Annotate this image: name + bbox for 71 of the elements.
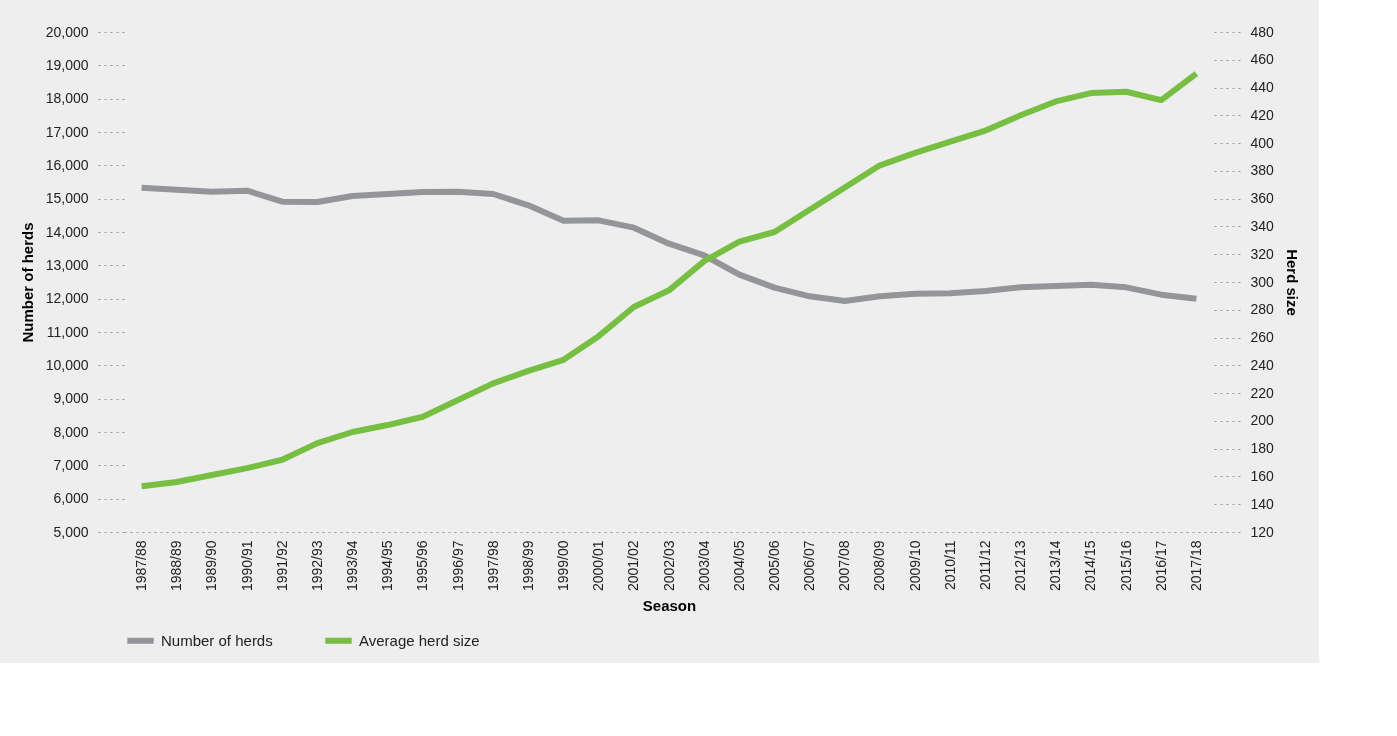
y2-tick-label: 420 bbox=[1250, 106, 1275, 123]
y2-tick-label: 160 bbox=[1250, 467, 1275, 484]
x-tick-label: 1993/94 bbox=[344, 540, 361, 592]
x-tick-label: 2013/14 bbox=[1047, 540, 1064, 592]
y-axis-title: Number of herds bbox=[18, 222, 36, 343]
y2-tick-label: 460 bbox=[1250, 51, 1275, 68]
y-tick-label: 11,000 bbox=[46, 323, 89, 340]
legend-label: Number of herds bbox=[161, 631, 273, 649]
y2-tick-label: 440 bbox=[1250, 79, 1275, 96]
x-tick-label: 1990/91 bbox=[238, 540, 255, 592]
x-tick-label: 2004/05 bbox=[730, 540, 747, 592]
x-tick-label: 2010/11 bbox=[941, 540, 958, 591]
y-tick-label: 10,000 bbox=[45, 356, 89, 373]
y2-tick-label: 340 bbox=[1250, 217, 1275, 234]
x-tick-label: 1998/99 bbox=[519, 540, 536, 592]
x-tick-label: 2009/10 bbox=[906, 540, 923, 592]
y-tick-label: 5,000 bbox=[53, 523, 89, 540]
y-tick-label: 20,000 bbox=[45, 23, 89, 40]
y-tick-label: 19,000 bbox=[45, 56, 89, 73]
y2-tick-label: 220 bbox=[1250, 384, 1275, 401]
y2-axis-title: Herd size bbox=[1283, 249, 1301, 316]
x-tick-label: 2003/04 bbox=[695, 540, 712, 592]
x-tick-label: 1994/95 bbox=[379, 540, 396, 592]
y2-tick-label: 180 bbox=[1250, 440, 1275, 457]
x-tick-label: 1996/97 bbox=[449, 540, 466, 592]
x-tick-label: 2014/15 bbox=[1082, 540, 1099, 592]
x-tick-label: 1992/93 bbox=[308, 540, 325, 592]
y-tick-label: 18,000 bbox=[45, 90, 89, 107]
y2-tick-label: 280 bbox=[1250, 301, 1275, 318]
y-tick-label: 16,000 bbox=[45, 156, 89, 173]
x-tick-label: 1995/96 bbox=[414, 540, 431, 592]
x-tick-label: 1988/89 bbox=[168, 540, 185, 592]
y2-tick-label: 200 bbox=[1250, 412, 1275, 429]
y-tick-label: 14,000 bbox=[45, 223, 89, 240]
x-tick-label: 2005/06 bbox=[765, 540, 782, 592]
x-tick-label: 1999/00 bbox=[555, 540, 572, 592]
y-tick-label: 17,000 bbox=[45, 123, 89, 140]
y2-tick-label: 120 bbox=[1250, 523, 1275, 540]
y-tick-label: 9,000 bbox=[53, 390, 89, 407]
y-tick-label: 7,000 bbox=[53, 456, 89, 473]
x-tick-label: 2011/12 bbox=[976, 540, 993, 591]
x-tick-label: 2001/02 bbox=[625, 540, 642, 592]
x-tick-label: 1987/88 bbox=[133, 540, 150, 592]
x-tick-label: 1997/98 bbox=[484, 540, 501, 592]
x-tick-label: 1991/92 bbox=[273, 540, 290, 592]
y-tick-label: 12,000 bbox=[45, 290, 89, 307]
x-tick-label: 2007/08 bbox=[836, 540, 853, 592]
y2-tick-label: 140 bbox=[1250, 495, 1275, 512]
y2-tick-label: 380 bbox=[1250, 162, 1275, 179]
y-tick-label: 13,000 bbox=[45, 256, 89, 273]
y-tick-label: 6,000 bbox=[53, 490, 89, 507]
y2-tick-label: 480 bbox=[1250, 23, 1275, 40]
x-tick-label: 2006/07 bbox=[801, 540, 818, 592]
legend-label: Average herd size bbox=[359, 631, 480, 649]
x-axis-title: Season bbox=[642, 597, 697, 615]
x-tick-label: 2008/09 bbox=[871, 540, 888, 592]
y2-tick-label: 300 bbox=[1250, 273, 1275, 290]
x-tick-label: 2016/17 bbox=[1152, 540, 1169, 592]
y2-tick-label: 360 bbox=[1250, 190, 1275, 207]
x-tick-label: 2012/13 bbox=[1012, 540, 1029, 592]
y-tick-label: 8,000 bbox=[53, 423, 89, 440]
x-tick-label: 2000/01 bbox=[590, 540, 607, 592]
x-tick-label: 2015/16 bbox=[1117, 540, 1134, 592]
y2-tick-label: 400 bbox=[1250, 134, 1275, 151]
x-tick-label: 1989/90 bbox=[203, 540, 220, 592]
y2-tick-label: 240 bbox=[1250, 356, 1275, 373]
x-tick-label: 2002/03 bbox=[660, 540, 677, 592]
y2-tick-label: 260 bbox=[1250, 329, 1275, 346]
x-tick-label: 2017/18 bbox=[1187, 540, 1204, 592]
y2-tick-label: 320 bbox=[1250, 245, 1275, 262]
y-tick-label: 15,000 bbox=[45, 190, 89, 207]
